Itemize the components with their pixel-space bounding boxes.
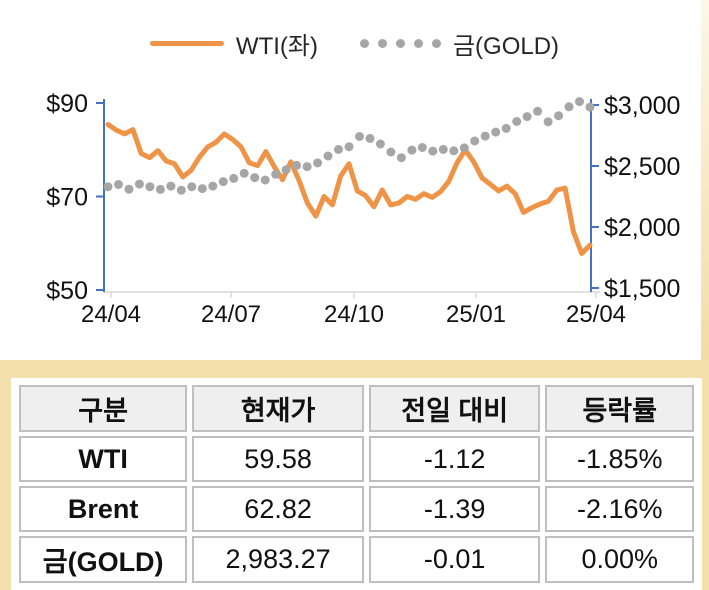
gold-data-dot [375,139,385,149]
gold-data-dot [480,131,490,141]
gold-data-dot [470,136,480,146]
gold-data-dot [229,173,239,183]
gold-data-dot [438,144,448,154]
table-row-gold: 금(GOLD) 2,983.27 -0.01 0.00% [19,536,694,583]
gold-data-dot [302,162,312,172]
x-tick-label: 24/04 [81,301,141,328]
gold-price: 2,983.27 [192,536,364,583]
gold-data-dot [344,142,354,152]
gold-data-dot [323,151,333,161]
left-axis-label: $90 [46,90,88,118]
x-tick-label: 25/04 [566,301,626,328]
table-row-wti: WTI 59.58 -1.12 -1.85% [19,436,694,482]
col-header-day-change: 전일 대비 [368,385,541,432]
gold-data-dot [145,182,155,192]
brent-pct: -2.16% [545,486,694,532]
gold-data-dot [585,102,595,112]
gold-data-dot [533,106,543,116]
gold-data-dot [501,123,511,133]
page-edge-decoration [701,0,709,362]
gold-data-dot [512,117,522,126]
legend-item-wti: WTI(좌) [149,26,318,61]
wti-pct: -1.85% [545,436,694,482]
gold-data-dot [449,146,459,156]
gold-data-dot [575,97,584,107]
gold-data-dot [239,168,249,178]
right-axis-label: $1,500 [604,275,680,303]
gold-data-dot [313,158,323,168]
wti-change: -1.12 [368,436,541,482]
gold-data-dot [124,184,134,194]
gold-data-dot [187,182,197,192]
gold-name: 금(GOLD) [19,536,188,583]
wti-legend-label: WTI(좌) [235,32,318,60]
brent-name: Brent [19,486,188,532]
price-table-wrapper: 구분 현재가 전일 대비 등락률 WTI 59.58 -1.12 -1.85% … [11,378,702,590]
price-table: 구분 현재가 전일 대비 등락률 WTI 59.58 -1.12 -1.85% … [14,381,699,587]
wti-line-swatch [149,40,224,46]
gold-data-dot [491,127,501,137]
x-tick-label: 25/01 [446,301,506,328]
gold-data-dot [459,143,469,153]
gold-data-dot [166,181,176,191]
chart-legend: WTI(좌) 금(GOLD) [0,26,709,60]
gold-data-dot [197,184,207,194]
gold-data-dot [334,145,343,154]
gold-data-dot [428,146,438,156]
gold-data-dot [365,133,375,143]
gold-data-dot [250,173,260,183]
gold-data-dot [103,182,113,192]
gold-data-dot [134,179,144,189]
col-header-current-price: 현재가 [192,385,364,432]
gold-data-dot [386,147,396,157]
gold-data-dot [155,184,165,194]
gold-data-dot [554,111,564,121]
wti-name: WTI [19,436,188,482]
gold-data-dot [355,132,364,141]
gold-data-dot [417,143,427,152]
gold-data-dot [271,169,281,179]
dual-axis-price-chart: 24/04 24/07 24/10 25/01 25/04 $90 $70 $50 $3,000… [46,90,680,328]
brent-change: -1.39 [368,486,541,532]
gold-data-dot [114,180,123,189]
gold-data-dot [292,160,302,170]
legend-item-gold: 금(GOLD) [359,26,560,61]
gold-data-dot [281,165,291,175]
gold-data-dot [564,102,574,112]
left-axis-label: $50 [46,277,88,305]
gold-data-dot [543,117,553,127]
gold-data-dot [522,112,532,122]
gold-pct: 0.00% [545,536,694,583]
wti-price-line [105,122,593,256]
gold-dots-swatch [359,38,441,48]
gold-data-dot [396,153,406,163]
x-tick-label: 24/10 [324,301,384,328]
right-axis-label: $2,000 [604,214,680,242]
table-row-brent: Brent 62.82 -1.39 -2.16% [19,486,694,532]
col-header-category: 구분 [19,385,188,432]
x-tick-label: 24/07 [201,301,261,328]
gold-data-dot [218,177,228,187]
brent-price: 62.82 [192,486,364,532]
right-axis-label: $2,500 [604,153,680,181]
gold-change: -0.01 [368,536,541,583]
wti-price: 59.58 [192,436,364,482]
right-axis-label: $3,000 [604,92,680,120]
gold-data-dot [208,181,218,191]
gold-data-dot [407,145,417,155]
col-header-pct-change: 등락률 [545,385,694,432]
table-header-row: 구분 현재가 전일 대비 등락률 [19,385,694,432]
gold-data-dot [260,175,270,185]
gold-data-dot [176,185,186,195]
gold-legend-label: 금(GOLD) [452,32,560,60]
left-axis-label: $70 [46,184,88,212]
